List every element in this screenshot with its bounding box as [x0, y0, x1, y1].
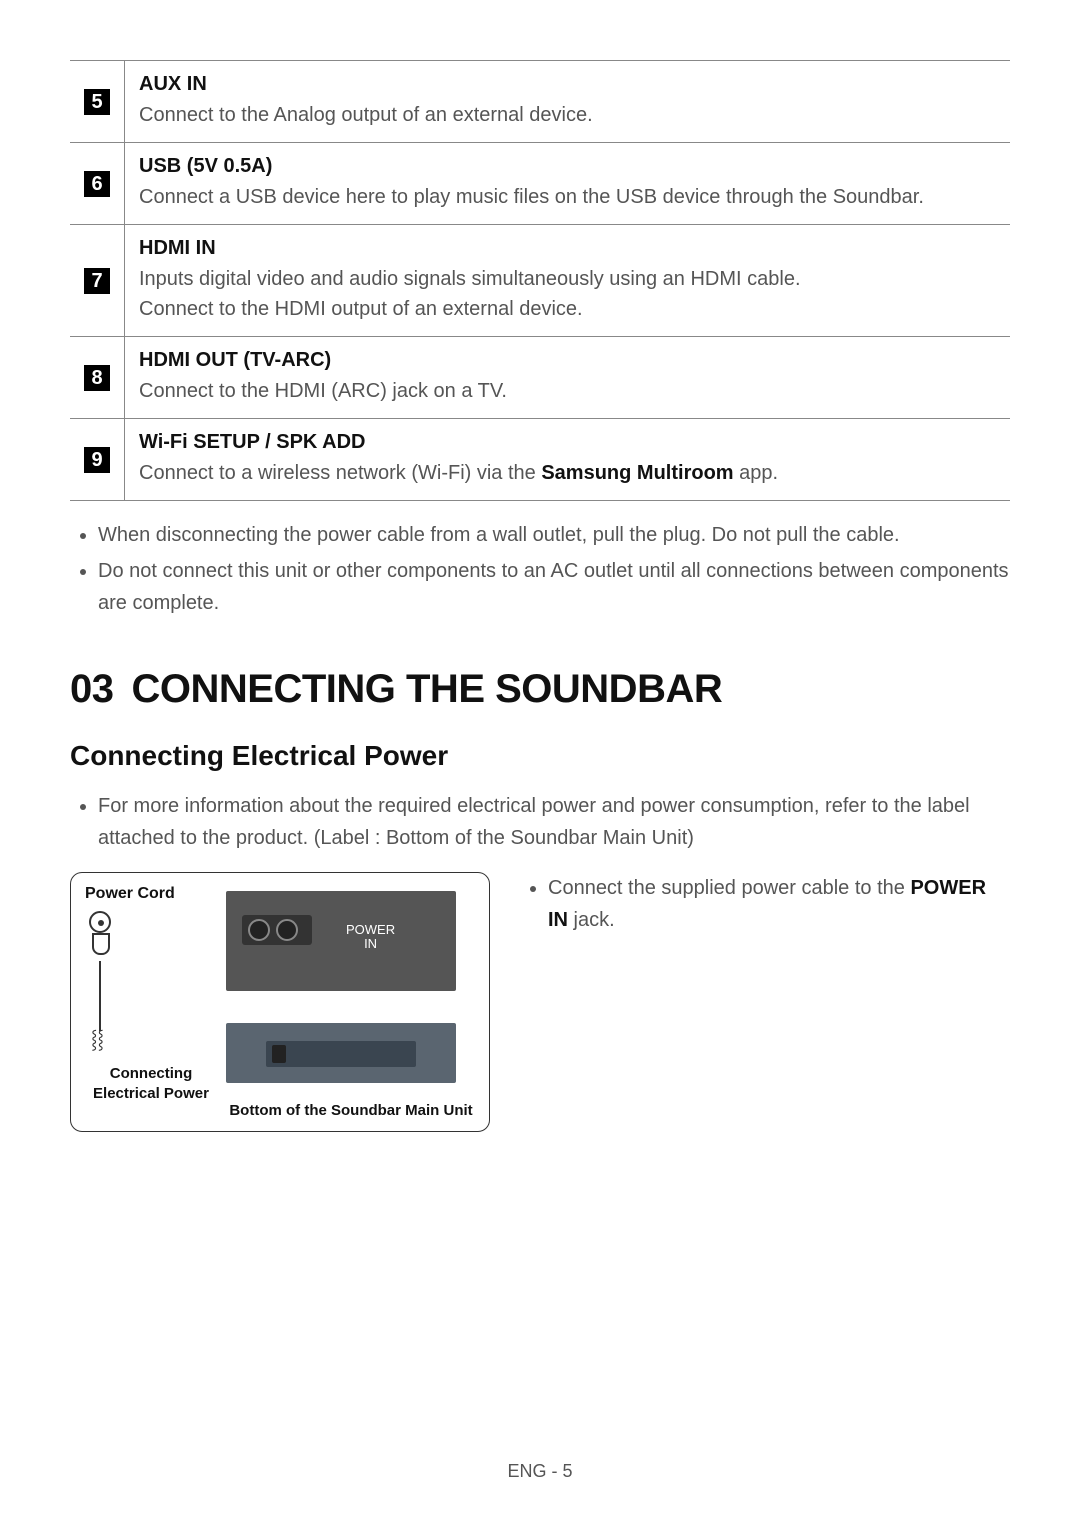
- port-description-cell: HDMI OUT (TV-ARC) Connect to the HDMI (AR…: [125, 337, 1011, 419]
- instruction-pre: Connect the supplied power cable to the: [548, 877, 910, 899]
- port-number-badge: 6: [84, 171, 110, 197]
- port-row: 5 AUX IN Connect to the Analog output of a…: [70, 61, 1010, 143]
- port-title: Wi-Fi SETUP / SPK ADD: [139, 431, 996, 454]
- warning-item: When disconnecting the power cable from …: [98, 519, 1010, 551]
- port-description-cell: USB (5V 0.5A) Connect a USB device here t…: [125, 143, 1011, 225]
- section-title: CONNECTING THE SOUNDBAR: [132, 667, 723, 711]
- intro-list: For more information about the required …: [70, 790, 1010, 854]
- port-row: 7 HDMI IN Inputs digital video and audio s…: [70, 225, 1010, 337]
- power-instruction: Connect the supplied power cable to the …: [548, 872, 1010, 936]
- port-description-cell: AUX IN Connect to the Analog output of an…: [125, 61, 1011, 143]
- port-number-badge: 5: [84, 89, 110, 115]
- port-row: 8 HDMI OUT (TV-ARC) Connect to the HDMI (A…: [70, 337, 1010, 419]
- intro-text: For more information about the required …: [98, 790, 1010, 854]
- port-number-cell: 5: [70, 61, 125, 143]
- port-row: 6 USB (5V 0.5A) Connect a USB device here …: [70, 143, 1010, 225]
- port-number-cell: 7: [70, 225, 125, 337]
- connecting-label: ConnectingElectrical Power: [91, 1064, 211, 1103]
- bottom-unit-label: Bottom of the Soundbar Main Unit: [221, 1102, 481, 1119]
- subsection-heading: Connecting Electrical Power: [70, 740, 1010, 772]
- port-title: HDMI OUT (TV-ARC): [139, 349, 996, 372]
- warnings-list: When disconnecting the power cable from …: [70, 519, 1010, 619]
- port-number-cell: 9: [70, 419, 125, 501]
- port-description: Connect to the Analog output of an exter…: [139, 100, 996, 130]
- port-row: 9 Wi-Fi SETUP / SPK ADD Connect to a wirel…: [70, 419, 1010, 501]
- power-cord-label: Power Cord: [85, 885, 175, 902]
- port-number-cell: 6: [70, 143, 125, 225]
- cord-line: [99, 961, 101, 1031]
- port-title: USB (5V 0.5A): [139, 155, 996, 178]
- port-title: AUX IN: [139, 73, 996, 96]
- soundbar-back-illustration: POWERIN: [226, 891, 456, 991]
- port-description: Connect a USB device here to play music …: [139, 182, 996, 212]
- section-heading: 03 CONNECTING THE SOUNDBAR: [70, 667, 1010, 712]
- port-number-badge: 7: [84, 268, 110, 294]
- port-title: HDMI IN: [139, 237, 996, 260]
- port-number-cell: 8: [70, 337, 125, 419]
- cord-squiggle-icon: ⸾⸾: [91, 1027, 104, 1051]
- port-description-cell: HDMI IN Inputs digital video and audio si…: [125, 225, 1011, 337]
- page-footer: ENG - 5: [0, 1461, 1080, 1482]
- section-number: 03: [70, 667, 114, 711]
- instruction-post: jack.: [568, 909, 615, 931]
- soundbar-bottom-illustration: [226, 1023, 456, 1083]
- port-number-badge: 9: [84, 447, 110, 473]
- ports-table: 5 AUX IN Connect to the Analog output of a…: [70, 60, 1010, 501]
- power-in-label: POWERIN: [346, 923, 395, 952]
- port-description: Connect to the HDMI (ARC) jack on a TV.: [139, 376, 996, 406]
- port-description-cell: Wi-Fi SETUP / SPK ADD Connect to a wirele…: [125, 419, 1011, 501]
- warning-item: Do not connect this unit or other compon…: [98, 555, 1010, 619]
- port-description: Connect to a wireless network (Wi-Fi) vi…: [139, 458, 996, 488]
- port-number-badge: 8: [84, 365, 110, 391]
- right-instructions: Connect the supplied power cable to the …: [520, 872, 1010, 1132]
- port-description: Inputs digital video and audio signals s…: [139, 264, 996, 324]
- cord-plug-icon: [89, 911, 113, 961]
- power-diagram: Power Cord POWERIN ⸾⸾ ConnectingElectric…: [70, 872, 490, 1132]
